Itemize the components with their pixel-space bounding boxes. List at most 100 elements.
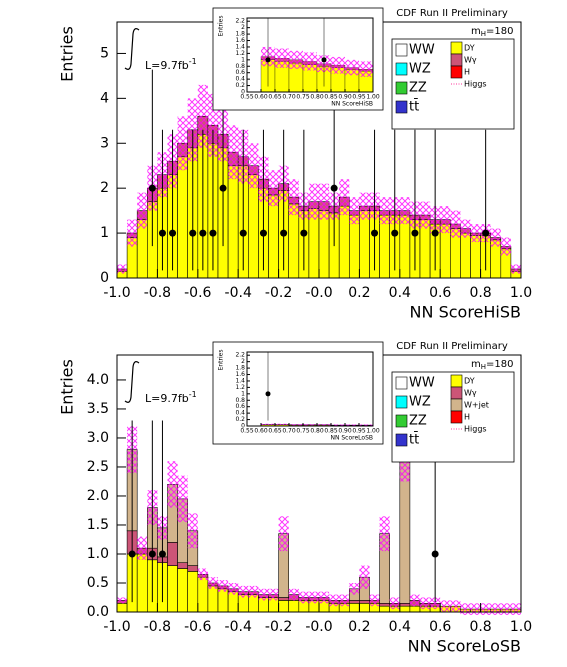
x-tick-label: 0.95 — [352, 428, 366, 435]
legend-swatch — [450, 410, 463, 424]
x-tick-label: 0.90 — [338, 94, 352, 101]
uncertainty-band — [319, 591, 330, 604]
legend-label: H — [464, 68, 470, 77]
uncertainty-band — [248, 143, 259, 189]
x-tick-label: -1.0 — [103, 619, 130, 635]
y-tick-label: 0.5 — [87, 575, 109, 591]
stack-bar — [379, 602, 391, 607]
uncertainty-band — [218, 580, 229, 592]
data-point — [148, 550, 156, 558]
uncertainty-band — [117, 597, 128, 604]
integral-symbol — [124, 28, 140, 70]
uncertainty-band — [500, 603, 511, 615]
y-tick-label: 1.4 — [235, 43, 245, 50]
y-tick-label: 0.2 — [235, 82, 245, 89]
data-point — [158, 550, 166, 558]
x-tick-label: 0.4 — [389, 285, 411, 301]
legend-label: Higgs — [464, 425, 487, 434]
uncertainty-band — [359, 565, 370, 589]
mass-text: m — [471, 26, 481, 37]
luminosity: L=9.7fb-1 — [145, 390, 197, 406]
stack-bar — [197, 576, 209, 613]
y-tick-label: 0.6 — [235, 403, 245, 410]
legend-label: Wγ — [464, 389, 477, 398]
x-tick-label: 0.55 — [240, 94, 254, 101]
x-tick-label: 0.75 — [296, 428, 310, 435]
legend-swatch — [450, 374, 463, 388]
x-axis-label: NN ScoreHiSB — [410, 303, 521, 322]
uncertainty-band — [480, 603, 491, 615]
y-tick-label: 1.4 — [235, 377, 245, 384]
uncertainty-band — [258, 588, 269, 601]
data-point — [411, 229, 419, 237]
x-tick-label: -0.2 — [265, 619, 292, 635]
mass-text: m — [471, 359, 481, 370]
stack-bar — [348, 214, 360, 279]
uncertainty-band — [470, 603, 481, 615]
uncertainty-band — [460, 219, 471, 238]
y-tick-label: 0 — [241, 423, 245, 430]
y-tick-label: 0 — [100, 270, 109, 286]
inset-x-label: NN ScoreHiSB — [331, 101, 373, 108]
uncertainty-band — [289, 50, 303, 69]
x-tick-label: 0.85 — [324, 428, 338, 435]
data-point — [330, 184, 338, 192]
uncertainty-band — [278, 516, 289, 552]
stack-bar — [227, 591, 239, 613]
x-tick-label: 0.60 — [254, 94, 268, 101]
luminosity: L=9.7fb-1 — [145, 57, 197, 73]
legend-label: ZZ — [409, 414, 427, 429]
data-point — [265, 57, 271, 63]
uncertainty-band — [187, 513, 198, 549]
uncertainty-band — [379, 516, 390, 552]
x-tick-label: 0.80 — [310, 428, 324, 435]
y-tick-label: 0.0 — [87, 604, 109, 620]
y-tick-label: 2.2 — [235, 18, 245, 25]
x-tick-label: 0.2 — [348, 619, 370, 635]
x-tick-label: 0.6 — [429, 285, 451, 301]
uncertainty-band — [399, 197, 410, 225]
stack-bar — [217, 588, 229, 613]
uncertainty-band — [359, 192, 370, 220]
y-tick-label: 1.6 — [235, 371, 245, 378]
uncertainty-band — [339, 179, 350, 216]
stack-bar — [248, 174, 259, 279]
stack-bar — [177, 568, 189, 613]
x-tick-label: -1.0 — [103, 285, 130, 301]
stack-bar — [278, 597, 290, 601]
uncertainty-band — [289, 424, 303, 426]
y-tick-label: 2.5 — [87, 459, 109, 475]
uncertainty-band — [460, 603, 471, 615]
x-tick-label: -0.4 — [225, 285, 252, 301]
stack-bar — [207, 585, 219, 613]
uncertainty-band — [490, 603, 501, 615]
inset-y-label: Entries — [218, 350, 225, 371]
y-tick-label: 3.0 — [87, 430, 109, 446]
stack-bar — [177, 156, 189, 279]
y-tick-label: 4.0 — [87, 372, 109, 388]
uncertainty-band — [298, 591, 309, 604]
stack-bar — [348, 602, 360, 613]
stack-bar — [187, 565, 199, 572]
data-point — [239, 229, 247, 237]
stack-bar — [359, 210, 370, 279]
y-tick-label: 2.0 — [87, 488, 109, 504]
luminosity-text: L=9.7fb — [145, 59, 189, 72]
legend-label: H — [464, 413, 470, 422]
legend-swatch — [450, 53, 463, 67]
x-tick-label: 0.65 — [268, 94, 282, 101]
data-point — [280, 229, 288, 237]
y-tick-label: 1.2 — [235, 384, 245, 391]
uncertainty-band — [510, 603, 521, 615]
luminosity-sup: -1 — [189, 390, 197, 399]
data-point — [259, 229, 267, 237]
legend-swatch — [395, 62, 408, 76]
mass-label: mH=180 — [471, 359, 513, 371]
uncertainty-band — [207, 577, 218, 589]
data-point — [169, 229, 177, 237]
uncertainty-band — [248, 585, 259, 598]
stack-bar — [318, 210, 330, 279]
mass-rest: =180 — [486, 26, 513, 37]
legend-label: tt̄ — [409, 99, 419, 114]
x-tick-label: 1.0 — [510, 285, 532, 301]
